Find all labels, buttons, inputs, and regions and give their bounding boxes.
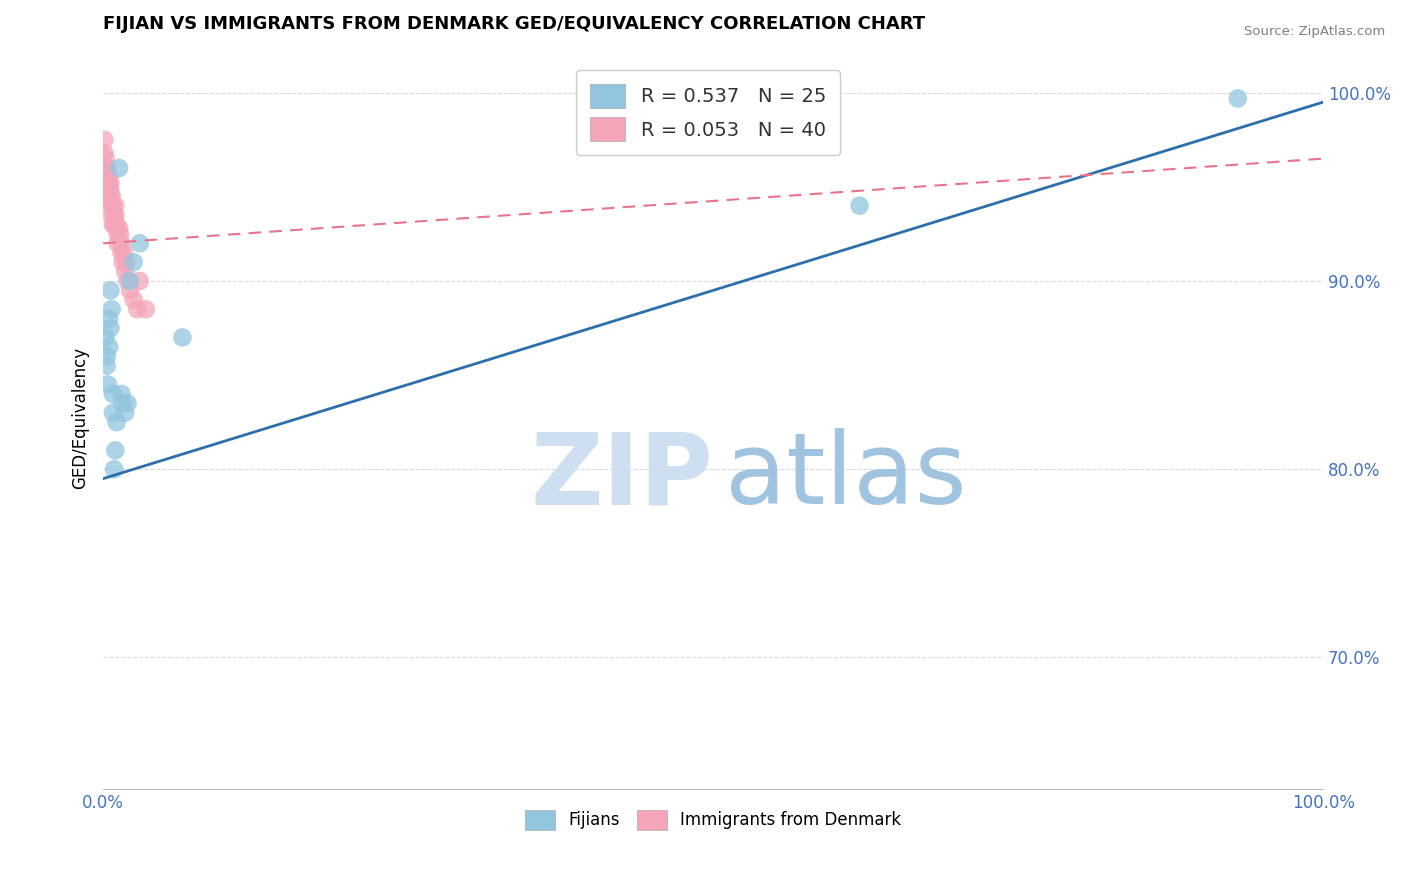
- Point: [96, 165, 118, 179]
- Point: [111, 396, 134, 410]
- Point: [93, 133, 115, 147]
- Point: [94, 152, 117, 166]
- Point: [97, 377, 120, 392]
- Point: [115, 255, 138, 269]
- Point: [98, 340, 121, 354]
- Point: [97, 179, 120, 194]
- Point: [100, 208, 122, 222]
- Point: [108, 227, 131, 241]
- Point: [100, 176, 122, 190]
- Point: [93, 145, 115, 160]
- Point: [1226, 91, 1249, 105]
- Point: [111, 255, 134, 269]
- Point: [848, 199, 870, 213]
- Point: [103, 218, 125, 232]
- Text: Source: ZipAtlas.com: Source: ZipAtlas.com: [1244, 25, 1385, 38]
- Point: [107, 227, 129, 241]
- Point: [100, 199, 122, 213]
- Point: [94, 330, 117, 344]
- Point: [110, 245, 132, 260]
- Y-axis label: GED/Equivalency: GED/Equivalency: [72, 346, 89, 489]
- Point: [135, 302, 157, 317]
- Point: [101, 199, 124, 213]
- Point: [96, 349, 118, 363]
- Point: [101, 406, 124, 420]
- Point: [100, 189, 122, 203]
- Point: [105, 415, 128, 429]
- Point: [118, 274, 141, 288]
- Point: [96, 359, 118, 373]
- Point: [96, 170, 118, 185]
- Point: [101, 387, 124, 401]
- Point: [108, 221, 131, 235]
- Point: [122, 255, 145, 269]
- Point: [98, 179, 121, 194]
- Point: [100, 184, 122, 198]
- Point: [114, 406, 136, 420]
- Point: [103, 208, 125, 222]
- Point: [104, 199, 127, 213]
- Point: [100, 302, 122, 317]
- Point: [105, 218, 128, 232]
- Point: [128, 236, 150, 251]
- Point: [100, 321, 122, 335]
- Point: [104, 443, 127, 458]
- Point: [114, 264, 136, 278]
- Point: [98, 170, 121, 185]
- Point: [96, 161, 118, 175]
- Point: [107, 236, 129, 251]
- Point: [110, 236, 132, 251]
- Point: [122, 293, 145, 307]
- Point: [172, 330, 194, 344]
- Point: [127, 302, 149, 317]
- Point: [110, 387, 132, 401]
- Point: [97, 189, 120, 203]
- Point: [128, 274, 150, 288]
- Point: [100, 284, 122, 298]
- Text: FIJIAN VS IMMIGRANTS FROM DENMARK GED/EQUIVALENCY CORRELATION CHART: FIJIAN VS IMMIGRANTS FROM DENMARK GED/EQ…: [103, 15, 925, 33]
- Legend: Fijians, Immigrants from Denmark: Fijians, Immigrants from Denmark: [519, 803, 908, 837]
- Point: [108, 161, 131, 175]
- Text: atlas: atlas: [725, 428, 967, 525]
- Text: ZIP: ZIP: [530, 428, 713, 525]
- Point: [100, 194, 122, 209]
- Point: [94, 161, 117, 175]
- Point: [112, 245, 135, 260]
- Point: [117, 274, 139, 288]
- Point: [103, 462, 125, 476]
- Point: [104, 208, 127, 222]
- Point: [101, 218, 124, 232]
- Point: [117, 396, 139, 410]
- Point: [118, 284, 141, 298]
- Point: [98, 311, 121, 326]
